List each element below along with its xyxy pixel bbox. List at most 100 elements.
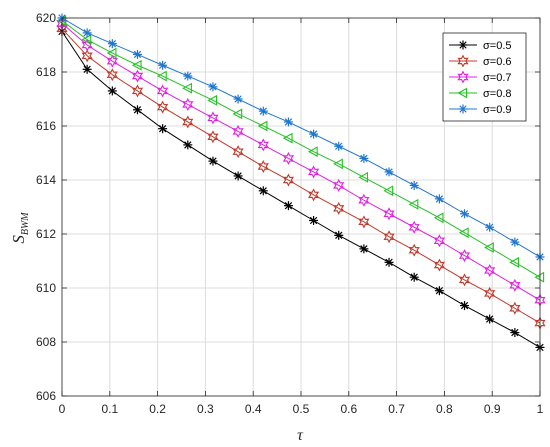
data-point xyxy=(282,151,295,165)
svg-text:SBWM: SBWM xyxy=(9,212,31,244)
legend-entry: σ=0.5 xyxy=(449,40,512,52)
marker-stroke xyxy=(83,65,91,73)
y-tick-label: 606 xyxy=(36,389,56,403)
x-tick-label: 0.4 xyxy=(245,402,262,416)
data-point xyxy=(258,186,268,196)
y-tick-label: 610 xyxy=(36,281,56,295)
data-point xyxy=(283,201,293,211)
data-point xyxy=(106,54,118,68)
y-axis-label-subscript: BWM xyxy=(20,212,31,235)
y-axis-label-main: S xyxy=(9,235,28,244)
data-point xyxy=(333,178,345,192)
marker-stroke xyxy=(459,105,467,113)
data-point xyxy=(433,234,445,248)
data-point xyxy=(132,105,142,115)
series-line xyxy=(61,17,541,258)
data-point xyxy=(409,180,419,190)
data-point xyxy=(282,173,295,187)
marker-stroke xyxy=(435,195,444,203)
data-point xyxy=(183,71,193,81)
y-tick-label: 614 xyxy=(36,173,56,187)
data-point xyxy=(509,278,521,292)
legend-marker xyxy=(458,40,468,50)
legend-marker xyxy=(457,54,469,68)
series-layer xyxy=(56,13,546,352)
axes-layer xyxy=(61,17,541,397)
marker-stroke xyxy=(284,118,293,126)
data-point xyxy=(257,138,269,152)
data-point xyxy=(433,212,444,224)
data-point xyxy=(485,314,495,324)
data-point xyxy=(82,28,92,38)
marker-stroke xyxy=(209,83,217,91)
y-tick-label: 608 xyxy=(36,335,56,349)
data-point xyxy=(158,60,168,70)
legend-marker xyxy=(458,104,468,114)
legend-marker xyxy=(457,87,468,99)
marker-stroke xyxy=(133,106,142,114)
data-point xyxy=(384,167,394,177)
x-tick-label: 0.3 xyxy=(197,402,214,416)
data-point xyxy=(307,165,320,179)
marker-stroke xyxy=(158,61,167,69)
data-point xyxy=(333,158,343,170)
data-point xyxy=(257,120,268,132)
data-point xyxy=(233,94,243,104)
x-tick-label: 0.8 xyxy=(436,402,453,416)
data-point xyxy=(359,244,369,254)
marker-stroke xyxy=(309,130,318,138)
data-point xyxy=(460,301,470,311)
marker-stroke xyxy=(108,39,116,48)
marker-stroke xyxy=(486,223,494,231)
data-point xyxy=(484,242,494,253)
data-point xyxy=(257,160,269,173)
data-point xyxy=(208,82,218,92)
data-point xyxy=(283,117,293,127)
data-point xyxy=(434,194,444,204)
legend-entry: σ=0.8 xyxy=(449,87,512,100)
x-tick-label: 0.9 xyxy=(484,402,501,416)
data-point xyxy=(534,271,545,283)
data-point xyxy=(107,39,117,49)
data-point xyxy=(384,257,394,267)
legend-entry: σ=0.9 xyxy=(449,104,512,116)
series-line xyxy=(61,20,541,278)
marker-stroke xyxy=(83,29,91,37)
x-tick-label: 0.2 xyxy=(149,402,166,416)
series-line xyxy=(61,31,541,348)
series-1 xyxy=(57,27,545,352)
data-point xyxy=(156,70,167,82)
series-5 xyxy=(57,13,545,262)
data-point xyxy=(408,220,420,234)
data-point xyxy=(82,64,92,74)
data-point xyxy=(484,263,496,277)
data-point xyxy=(510,328,520,338)
marker-stroke xyxy=(511,238,519,246)
marker-stroke xyxy=(460,301,469,310)
x-tick-label: 0.7 xyxy=(388,402,405,416)
data-point xyxy=(208,156,218,166)
data-point xyxy=(309,129,319,139)
data-point xyxy=(106,68,118,82)
data-point xyxy=(358,193,370,207)
data-point xyxy=(433,258,445,272)
data-point xyxy=(282,132,293,144)
marker-stroke xyxy=(460,210,469,218)
data-point xyxy=(182,97,194,111)
marker-stroke xyxy=(385,258,393,267)
y-tick-label: 616 xyxy=(36,119,56,133)
data-point xyxy=(233,171,243,181)
marker-stroke xyxy=(335,142,343,150)
legend-label: σ=0.8 xyxy=(483,88,512,100)
marker-stroke xyxy=(385,168,393,176)
y-tick-label: 620 xyxy=(36,11,56,25)
y-tick-label: 618 xyxy=(36,65,56,79)
data-point xyxy=(207,111,219,125)
marker-stroke xyxy=(410,181,418,190)
data-point xyxy=(258,106,268,116)
data-point xyxy=(358,215,370,229)
x-axis-label: τ xyxy=(297,427,304,444)
marker-stroke xyxy=(486,315,494,323)
